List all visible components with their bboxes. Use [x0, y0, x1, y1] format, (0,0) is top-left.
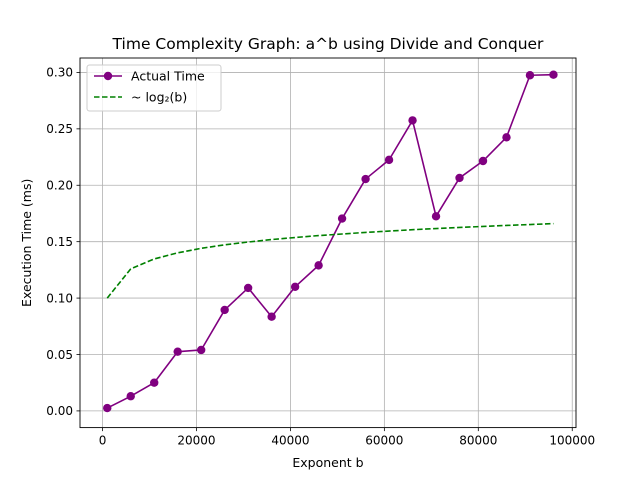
chart-title: Time Complexity Graph: a^b using Divide …	[112, 35, 545, 53]
actual-time-point	[220, 305, 229, 315]
y-tick-label: 0.15	[46, 235, 73, 249]
actual-time-point	[384, 155, 394, 165]
x-axis-label: Exponent b	[292, 455, 363, 470]
actual-time-point	[549, 70, 558, 79]
actual-time-point	[103, 403, 112, 413]
actual-time-point	[337, 214, 347, 223]
y-axis-label: Execution Time (ms)	[19, 179, 34, 307]
x-tick-label: 80000	[459, 434, 497, 448]
y-tick-label: 0.00	[46, 404, 73, 418]
actual-time-point	[126, 392, 135, 401]
y-tick-label: 0.05	[46, 348, 73, 362]
actual-time-point	[502, 133, 511, 142]
actual-time-point	[267, 312, 276, 321]
actual-time-point	[525, 71, 535, 80]
y-tick-label: 0.30	[46, 66, 73, 80]
y-tick-label: 0.10	[46, 291, 73, 305]
y-tick-label: 0.20	[46, 179, 73, 193]
plot-frame	[79, 57, 577, 429]
x-tick-label: 20000	[177, 434, 215, 448]
actual-time-point	[455, 173, 464, 183]
actual-time-point	[361, 174, 370, 184]
actual-time-point	[478, 156, 488, 166]
legend-actual-time-marker	[103, 71, 113, 81]
actual-time-point	[196, 345, 206, 355]
x-tick-label: 40000	[271, 434, 309, 448]
x-tick-label: 100000	[549, 434, 595, 448]
log-reference-line	[106, 222, 554, 299]
actual-time-point	[431, 212, 441, 221]
series-layer	[103, 70, 558, 413]
actual-time-point	[314, 261, 323, 270]
actual-time-point	[290, 282, 300, 291]
actual-time-point	[150, 378, 159, 387]
actual-time-point	[408, 116, 417, 125]
legend-log-label: ~ log₂(b)	[131, 90, 187, 105]
legend: Actual Time ~ log₂(b)	[86, 64, 222, 112]
x-tick-label: 0	[99, 434, 107, 448]
grid	[80, 58, 576, 428]
x-tick-label: 60000	[365, 434, 403, 448]
ticks: 0 20000 40000 60000 80000 100000 0.00 0.05 0.10 0…	[46, 66, 595, 448]
y-tick-label: 0.25	[46, 122, 73, 136]
actual-time-point	[173, 347, 182, 356]
actual-time-point	[243, 283, 253, 293]
legend-actual-time-label: Actual Time	[131, 69, 205, 84]
